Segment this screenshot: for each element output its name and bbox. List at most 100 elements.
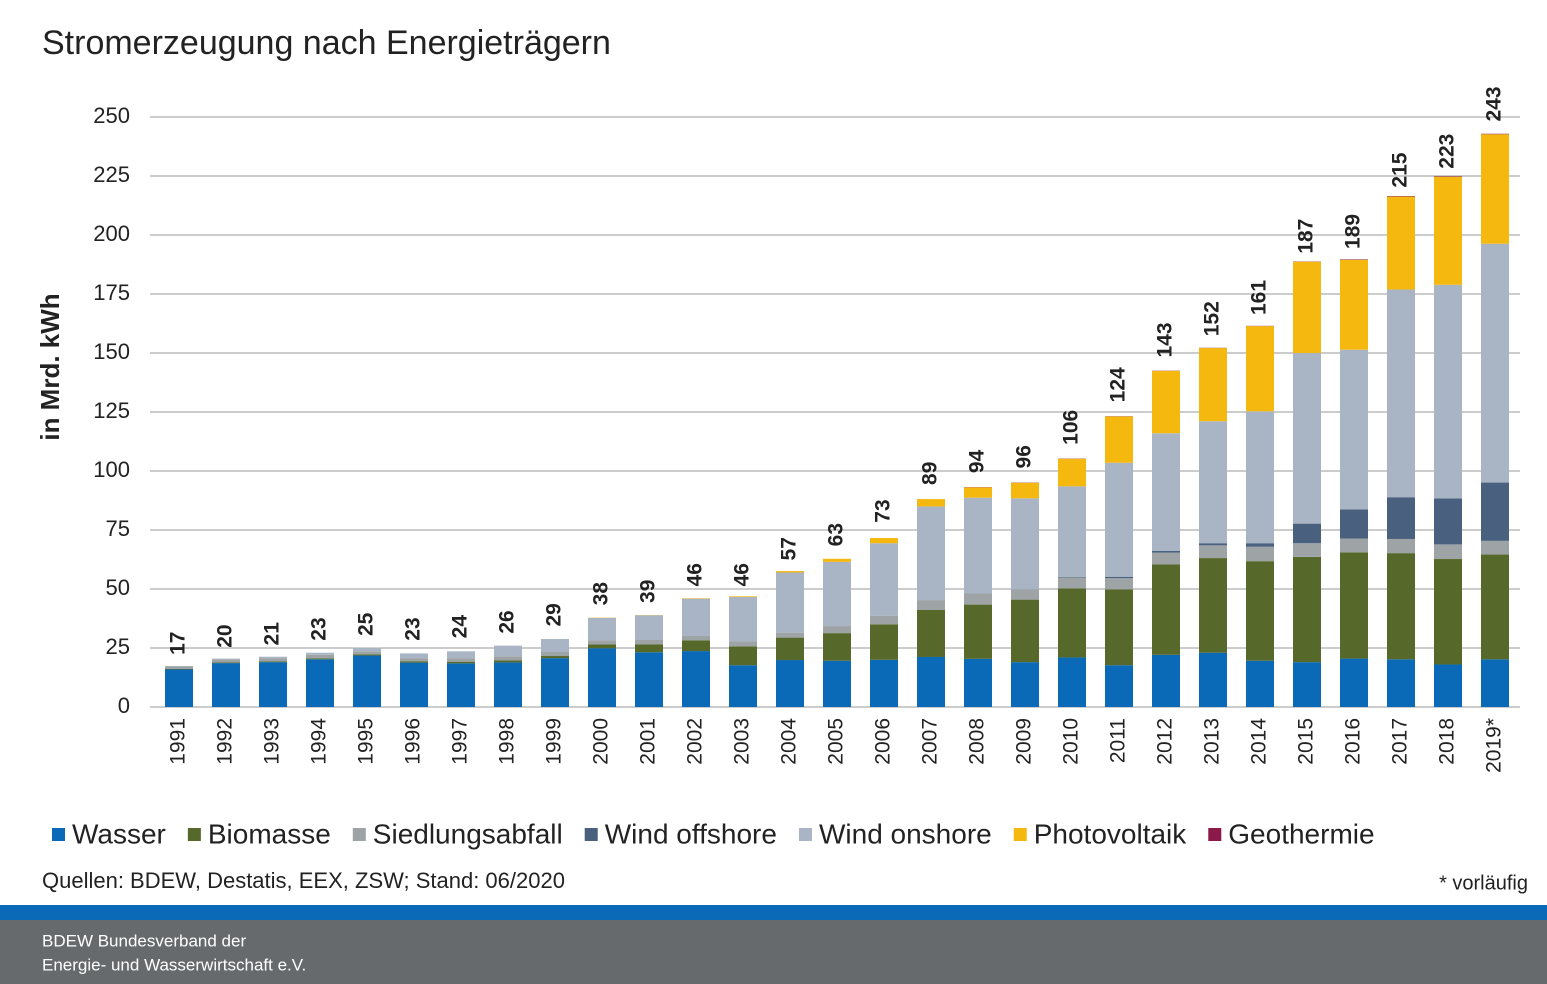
total-label: 223 <box>1436 134 1459 169</box>
footer-text: Energie- und Wasserwirtschaft e.V. <box>42 955 306 974</box>
bar-segment <box>259 656 287 659</box>
bar-segment <box>1246 660 1274 707</box>
bar-segment <box>1387 553 1415 660</box>
bar-segment <box>1340 552 1368 659</box>
bar-segment <box>682 598 710 636</box>
bar-segment <box>541 652 569 657</box>
bar-segment <box>1199 545 1227 559</box>
legend-label: Geothermie <box>1228 818 1374 849</box>
bar-segment <box>776 571 804 573</box>
bar-segment <box>1105 416 1133 463</box>
bar-segment <box>588 640 616 645</box>
bar-segment <box>494 660 522 663</box>
bar-segment <box>1011 498 1039 590</box>
bar-segment <box>1199 558 1227 653</box>
total-label: 46 <box>731 563 754 586</box>
total-label: 29 <box>543 603 566 626</box>
bar-segment <box>1340 349 1368 510</box>
bar-segment <box>1152 370 1180 434</box>
bar-segment <box>353 654 381 656</box>
x-tick-label: 2016 <box>1342 718 1365 765</box>
legend-label: Photovoltaik <box>1034 818 1188 849</box>
total-label: 243 <box>1483 86 1506 121</box>
total-label: 106 <box>1060 410 1083 445</box>
bar-segment <box>494 645 522 657</box>
bar-segment <box>1293 543 1321 557</box>
bar-segment <box>776 637 804 661</box>
bar-segment <box>729 646 757 666</box>
total-label: 189 <box>1342 214 1365 249</box>
total-label: 161 <box>1248 280 1271 315</box>
bar-segment <box>1246 411 1274 544</box>
bar-segment <box>306 659 334 707</box>
bar-segment <box>1434 544 1462 560</box>
x-tick-label: 1995 <box>355 718 378 765</box>
x-tick-label: 2007 <box>919 718 942 765</box>
bar-segment <box>1481 659 1509 707</box>
x-tick-label: 1991 <box>167 718 190 765</box>
bar-segment <box>1481 482 1509 541</box>
x-tick-label: 2015 <box>1295 718 1318 765</box>
total-label: 39 <box>637 580 660 603</box>
total-label: 63 <box>825 523 848 546</box>
bar-segment <box>1293 556 1321 663</box>
legend-swatch <box>798 828 812 841</box>
bar-segment <box>447 661 475 664</box>
bar-segment <box>447 651 475 659</box>
x-tick-label: 2010 <box>1060 718 1083 765</box>
footnote: * vorläufig <box>1439 872 1528 894</box>
bar-segment <box>1434 559 1462 665</box>
total-label: 24 <box>449 615 472 639</box>
bar-segment <box>1199 348 1227 422</box>
bar-segment <box>1481 554 1509 660</box>
legend-label: Biomasse <box>208 818 331 849</box>
bar-segment <box>776 632 804 638</box>
bar-segment <box>870 538 898 544</box>
total-label: 23 <box>308 617 331 640</box>
bar-segment <box>1481 243 1509 483</box>
bar-segment <box>1058 588 1086 658</box>
bar-segment <box>1434 284 1462 499</box>
bar-segment <box>1246 561 1274 661</box>
bar-segment <box>212 659 240 663</box>
x-tick-label: 2011 <box>1107 718 1130 763</box>
legend-swatch <box>352 828 366 841</box>
bar-segment <box>447 663 475 707</box>
bar-segment <box>1387 289 1415 498</box>
x-tick-label: 2009 <box>1013 718 1036 765</box>
bar-segment <box>870 615 898 625</box>
bar-segment <box>1058 486 1086 577</box>
bar-segment <box>165 669 193 707</box>
x-tick-label: 2018 <box>1436 718 1459 765</box>
bar-segment <box>870 543 898 616</box>
y-tick-label: 200 <box>93 221 130 246</box>
bar-segment <box>964 487 992 498</box>
bar-segment <box>1434 664 1462 707</box>
total-label: 25 <box>355 612 378 636</box>
bar-segment <box>776 660 804 707</box>
bar-segment <box>259 662 287 707</box>
legend-swatch <box>584 828 598 841</box>
bar-segment <box>259 661 287 663</box>
total-label: 152 <box>1201 301 1224 336</box>
bar-segment <box>823 561 851 627</box>
bar-segment <box>1293 662 1321 707</box>
x-tick-label: 1992 <box>214 718 237 765</box>
total-label: 96 <box>1013 445 1036 468</box>
x-tick-label: 2006 <box>872 718 895 765</box>
bar-segment <box>400 653 428 659</box>
legend-swatch <box>52 828 65 841</box>
bar-segment <box>541 658 569 707</box>
bar-segment <box>682 635 710 641</box>
bar-segment <box>1246 326 1274 412</box>
bar-segment <box>1058 458 1086 487</box>
y-tick-label: 50 <box>106 575 130 600</box>
bar-segment <box>823 626 851 634</box>
bar-segment <box>1387 497 1415 539</box>
x-tick-label: 1997 <box>449 718 472 765</box>
bar-segment <box>353 655 381 707</box>
footer-band <box>0 905 1547 920</box>
bar-segment <box>729 641 757 647</box>
bar-segment <box>964 497 992 594</box>
